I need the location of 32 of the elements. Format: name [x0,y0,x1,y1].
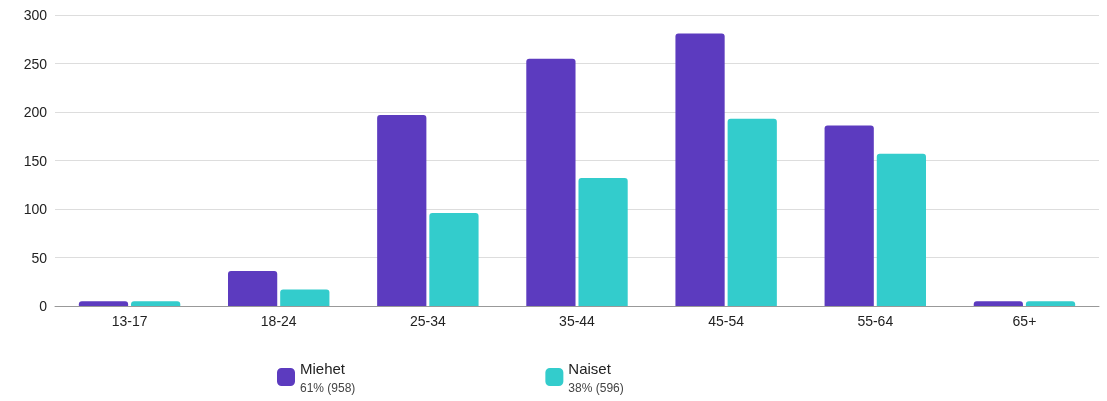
bar [578,177,628,306]
bar [1025,301,1076,306]
y-tick-label: 50 [31,249,48,266]
bar [78,301,129,306]
y-tick-label: 250 [23,55,48,72]
bar [824,125,874,306]
legend-label: Miehet [300,359,346,377]
bar [131,301,181,306]
x-tick-label: 55-64 [857,313,894,329]
bar [228,271,278,306]
text: 38% (596) [568,381,624,395]
x-tick-label: 25-34 [409,313,446,329]
x-tick-label: 13-17 [111,313,148,329]
y-tick-label: 100 [23,201,48,217]
bar [675,33,725,306]
bar [280,289,330,306]
x-tick-label: 18-24 [260,313,297,329]
bar [973,301,1023,306]
x-tick-label: 45-54 [708,313,745,329]
y-tick-label: 0 [39,298,48,314]
bar [526,58,576,306]
y-tick-label: 150 [23,152,48,169]
text: 61% (958) [300,381,356,395]
bar [377,114,427,306]
y-tick-label: 200 [23,104,48,120]
x-tick-label: 35-44 [559,313,596,329]
bar [876,153,926,306]
legend-label: Naiset [568,359,612,377]
bar [429,212,479,306]
bar [727,118,777,306]
y-tick-label: 300 [23,7,48,23]
x-tick-label: 65+ [1012,313,1037,329]
